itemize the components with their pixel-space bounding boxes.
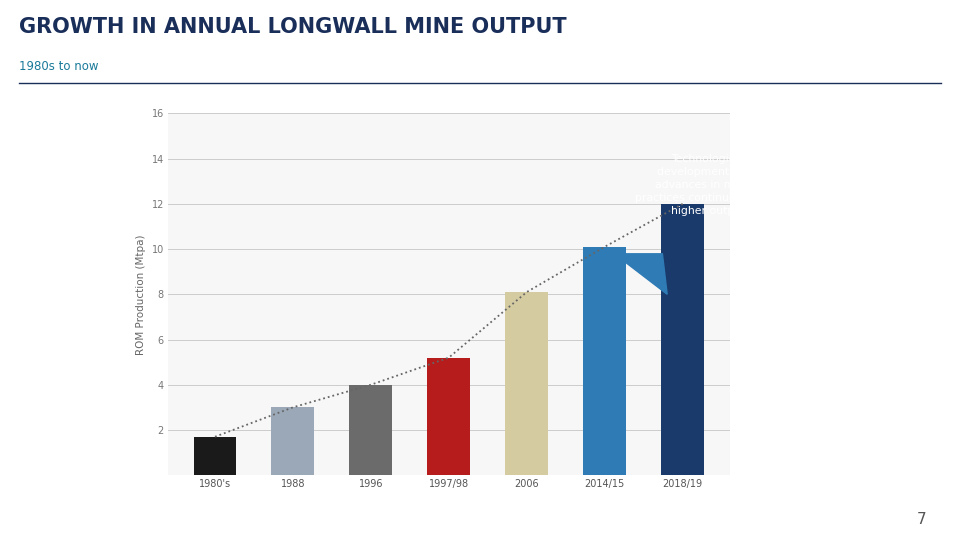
- Text: 1980s to now: 1980s to now: [19, 60, 99, 73]
- Y-axis label: ROM Production (Mtpa): ROM Production (Mtpa): [136, 234, 146, 355]
- Text: 7: 7: [917, 511, 926, 526]
- Bar: [349, 384, 393, 475]
- Bar: [427, 357, 470, 475]
- Bar: [584, 247, 626, 475]
- Bar: [661, 204, 704, 475]
- Text: Technological
developments and
advances in mining
practices continue to drive
hi: Technological developments and advances …: [635, 153, 781, 217]
- Bar: [194, 437, 236, 475]
- Bar: [505, 292, 548, 475]
- Bar: [272, 407, 314, 475]
- Text: GROWTH IN ANNUAL LONGWALL MINE OUTPUT: GROWTH IN ANNUAL LONGWALL MINE OUTPUT: [19, 17, 566, 37]
